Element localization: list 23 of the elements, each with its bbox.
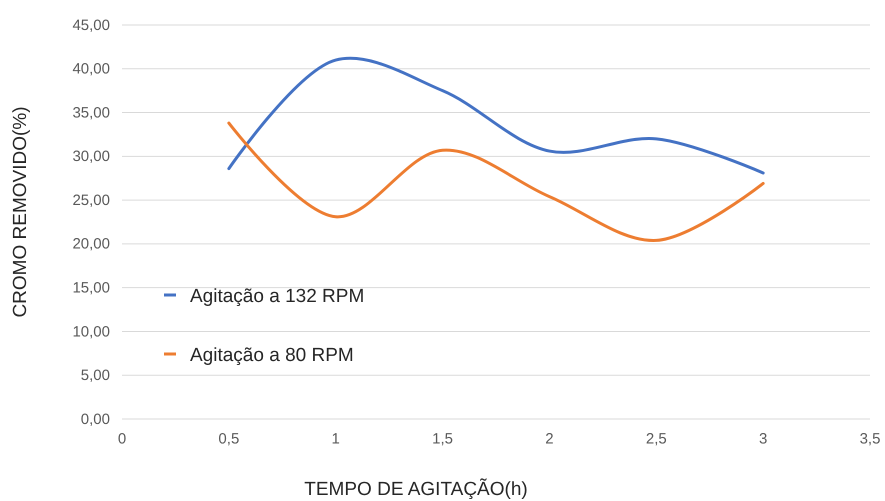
x-tick-label: 3 [758,430,768,448]
x-tick-label: 2,5 [646,430,667,448]
y-tick-label: 15,00 [72,279,110,296]
x-tick-label: 2 [545,430,554,448]
y-tick-label: 45,00 [72,16,110,34]
y-axis-title: CROMO REMOVIDO(%) [10,106,31,318]
legend-label: Agitação a 80 RPM [190,345,354,366]
line-series [227,122,765,242]
legend-label: Agitação a 132 RPM [190,286,364,307]
y-tick-label: 35,00 [72,104,110,122]
x-tick-label: 1 [332,430,340,448]
y-tick-label: 10,00 [72,323,110,340]
x-tick-label: 0 [118,430,126,448]
y-tick-label: 25,00 [72,192,110,209]
y-tick-label: 40,00 [72,60,110,78]
y-tick-label: 0,00 [80,410,110,428]
y-tick-label: 30,00 [72,148,110,166]
y-tick-label: 20,00 [72,236,110,253]
x-tick-label: 3,5 [860,430,880,448]
x-axis-title: TEMPO DE AGITAÇÃO(h) [304,478,528,500]
y-tick-label: 5,00 [80,367,110,384]
x-tick-label: 0,5 [218,430,240,448]
x-tick-label: 1,5 [432,430,453,448]
